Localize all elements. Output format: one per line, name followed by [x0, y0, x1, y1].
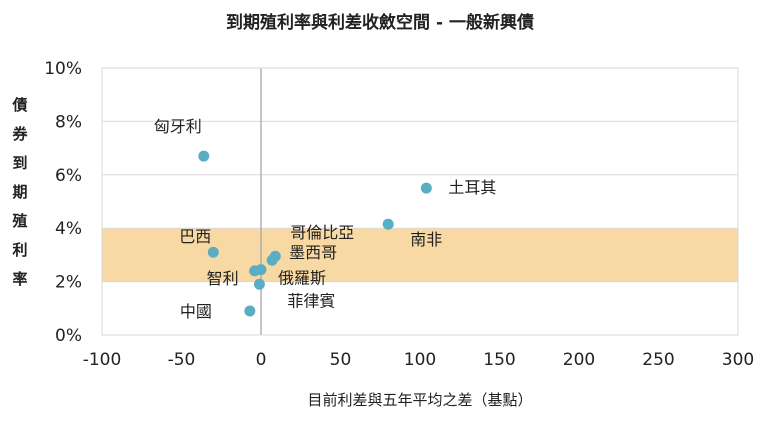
point-label: 南非 [410, 230, 442, 249]
data-point [207, 246, 219, 258]
y-tick-label: 0% [55, 326, 82, 346]
y-tick-label: 2% [55, 273, 82, 293]
point-label: 菲律賓 [287, 291, 335, 310]
point-label: 俄羅斯 [278, 269, 326, 288]
point-label: 墨西哥 [289, 243, 337, 262]
y-tick-label: 8% [55, 112, 82, 132]
y-axis-label-char: 期 [12, 183, 27, 201]
x-tick-label: 250 [642, 350, 674, 370]
x-tick-label: 0 [256, 350, 267, 370]
y-tick-label: 4% [55, 219, 82, 239]
point-label: 匈牙利 [154, 117, 202, 136]
data-point [198, 150, 210, 162]
x-axis-label: 目前利差與五年平均之差（基點） [307, 391, 532, 409]
point-label: 巴西 [179, 227, 211, 246]
y-axis-label-char: 券 [12, 125, 28, 143]
x-tick-label: 50 [330, 350, 352, 370]
x-tick-label: 200 [563, 350, 595, 370]
data-point [266, 254, 278, 266]
y-axis-label-char: 殖 [11, 212, 27, 230]
data-point [420, 182, 432, 194]
plot-frame [101, 67, 739, 336]
point-label: 中國 [180, 302, 212, 321]
x-tick-label: 300 [722, 350, 754, 370]
point-label: 土耳其 [448, 178, 496, 197]
data-point [253, 278, 265, 290]
x-tick-label: 150 [483, 350, 515, 370]
data-point [255, 264, 267, 276]
y-axis-label-char: 率 [12, 270, 27, 288]
y-axis-label-char: 到 [12, 154, 27, 172]
point-label: 哥倫比亞 [290, 223, 354, 242]
highlight-band [102, 228, 738, 282]
point-label: 智利 [207, 269, 239, 288]
x-tick-label: -50 [168, 350, 196, 370]
y-axis-label-char: 利 [12, 241, 27, 259]
y-tick-label: 6% [55, 166, 82, 186]
data-point [244, 305, 256, 317]
y-tick-label: 10% [44, 59, 82, 79]
chart-title: 到期殖利率與利差收斂空間 - 一般新興債 [226, 12, 534, 33]
data-point [382, 218, 394, 230]
y-axis-label-char: 債 [11, 96, 27, 114]
x-tick-label: 100 [404, 350, 436, 370]
x-tick-label: -100 [83, 350, 122, 370]
